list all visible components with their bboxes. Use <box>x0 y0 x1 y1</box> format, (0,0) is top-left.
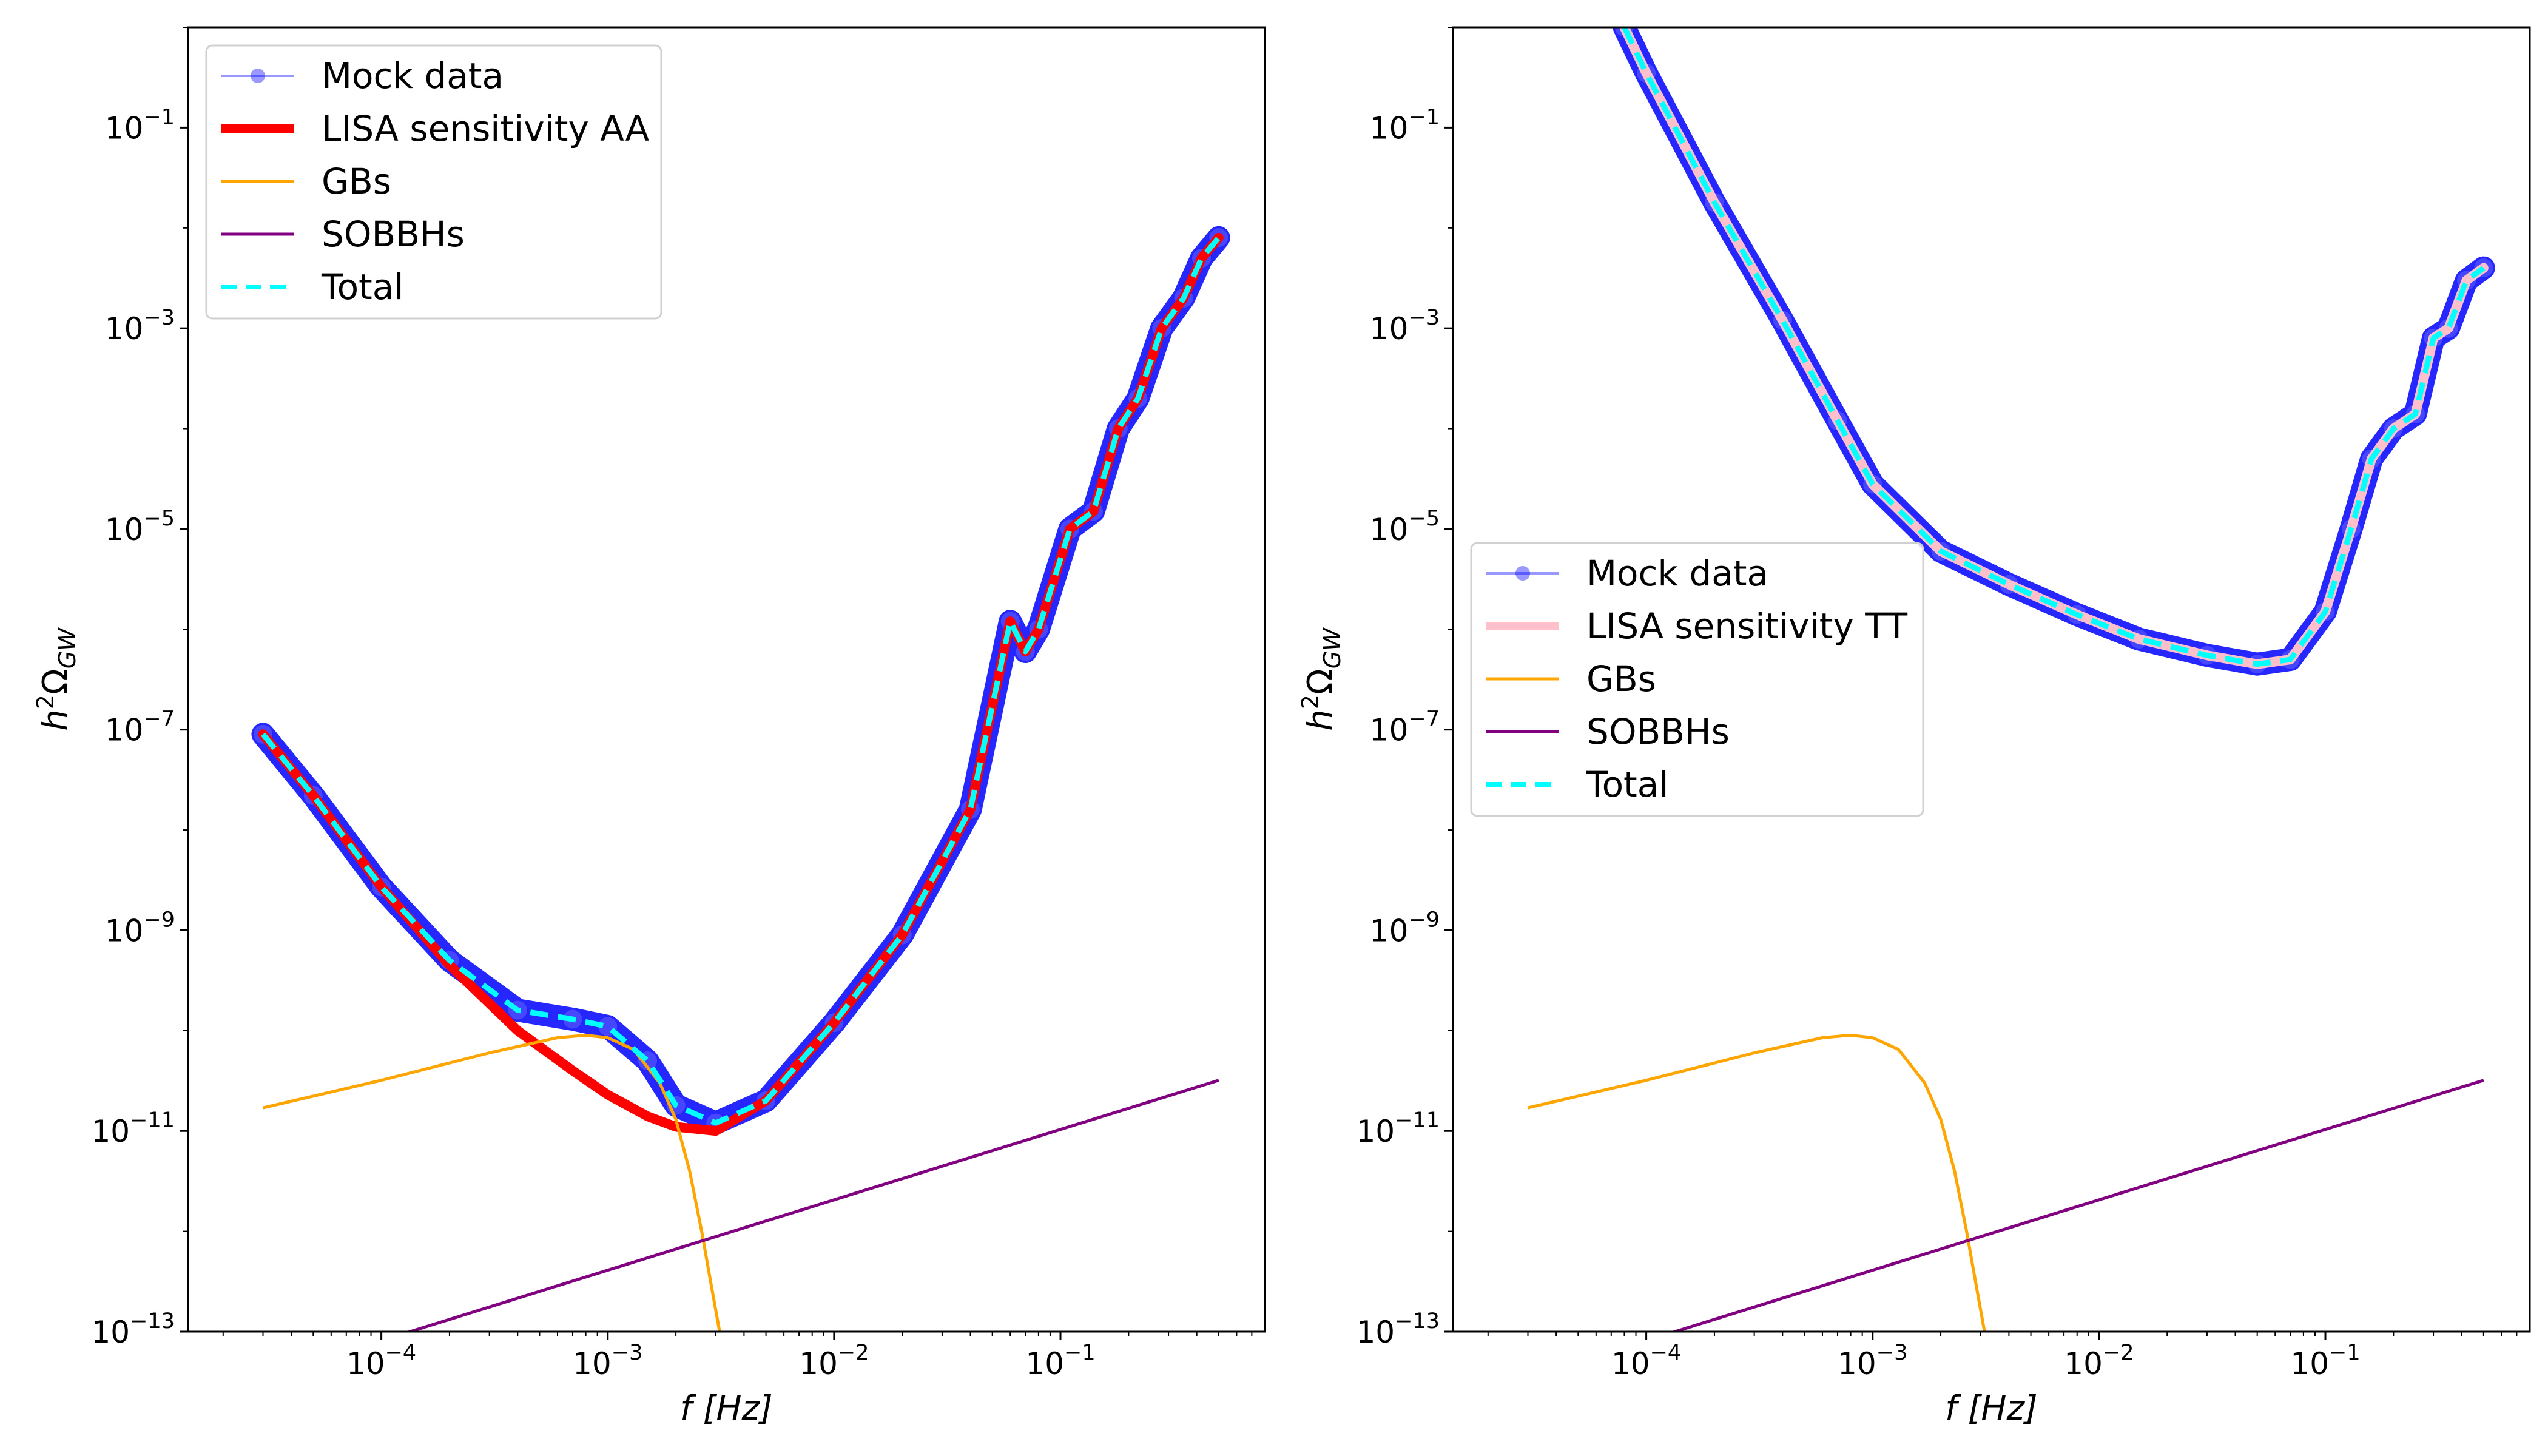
series-line-sobbh <box>1670 1079 2484 1332</box>
x-tick-label: 10−4 <box>1611 1341 1681 1381</box>
y-tick-label: 10−9 <box>105 908 175 948</box>
x-tick-label: 10−4 <box>346 1341 416 1381</box>
series-line-total <box>1622 27 2486 667</box>
legend-entry-total: Total <box>221 266 403 308</box>
legend-label: GBs <box>322 161 391 202</box>
y-tick-label: 10−7 <box>1370 707 1440 748</box>
y-tick-label: 10−3 <box>1370 306 1440 346</box>
y-tick-label: 10−5 <box>1370 507 1440 547</box>
y-tick-label: 10−1 <box>1370 105 1440 146</box>
y-tick-label: 10−13 <box>1357 1309 1440 1350</box>
legend-entry-sobbh: SOBBHs <box>221 214 465 255</box>
legend-entry-gbs: GBs <box>1486 658 1656 699</box>
y-tick-label: 10−3 <box>105 306 175 346</box>
legend-box <box>1470 542 1924 817</box>
legend-entry-sobbh: SOBBHs <box>1486 711 1730 752</box>
legend-entry-sensitivity: LISA sensitivity TT <box>1486 605 1908 647</box>
x-tick-label: 10−1 <box>2290 1341 2360 1381</box>
legend-entry-total: Total <box>1486 764 1668 805</box>
x-tick-label: 10−3 <box>1838 1341 1907 1381</box>
y-axis-label: h2ΩGW <box>32 627 81 731</box>
legend-label: Total <box>1586 764 1668 805</box>
x-axis-label: f [Hz] <box>680 1389 773 1428</box>
y-tick-label: 10−9 <box>1370 908 1440 948</box>
legend-label: LISA sensitivity TT <box>1586 605 1908 647</box>
legend-label: Mock data <box>1586 553 1768 594</box>
legend-box <box>205 44 662 320</box>
x-axis-label: f [Hz] <box>1945 1389 2038 1428</box>
legend-entry-mock: Mock data <box>221 55 504 96</box>
legend-marker <box>1515 566 1530 581</box>
legend-label: LISA sensitivity AA <box>322 108 650 149</box>
series-line-sobbh <box>405 1079 1219 1332</box>
legend-label: GBs <box>1586 658 1656 699</box>
legend-marker <box>251 69 265 83</box>
y-tick-label: 10−11 <box>1357 1108 1440 1149</box>
plot-area <box>251 226 1230 1332</box>
legend: Mock data LISA sensitivity TT GBs SOBBHs Tot… <box>1470 542 1924 817</box>
x-tick-label: 10−3 <box>573 1341 642 1381</box>
y-tick-label: 10−7 <box>105 707 175 748</box>
legend-entry-gbs: GBs <box>221 161 391 202</box>
x-tick-label: 10−2 <box>799 1341 869 1381</box>
axes-frame <box>187 26 1266 1333</box>
legend-label: SOBBHs <box>322 214 465 255</box>
legend-label: SOBBHs <box>1586 711 1730 752</box>
axes-frame <box>1452 26 2531 1333</box>
series-line-total <box>261 235 1221 1126</box>
series-line-gbs <box>1527 1033 1986 1332</box>
plot-area <box>1527 27 2495 1332</box>
left-panel: 10−13 10−11 10−9 10−7 10−5 10−3 10−1 10−4 10−3 10… <box>32 26 1266 1428</box>
legend-entry-mock: Mock data <box>1486 553 1768 594</box>
legend-label: Mock data <box>322 55 504 96</box>
y-tick-label: 10−13 <box>92 1309 175 1350</box>
x-tick-label: 10−2 <box>2064 1341 2134 1381</box>
legend-label: Total <box>321 266 403 308</box>
y-axis-label: h2ΩGW <box>1297 627 1346 731</box>
right-panel: 10−13 10−11 10−9 10−7 10−5 10−3 10−1 10−4 10−3 10… <box>1297 26 2531 1428</box>
legend-entry-sensitivity: LISA sensitivity AA <box>221 108 650 149</box>
y-tick-label: 10−1 <box>105 105 175 146</box>
y-tick-label: 10−5 <box>105 507 175 547</box>
x-tick-label: 10−1 <box>1025 1341 1095 1381</box>
legend: Mock data LISA sensitivity AA GBs SOBBHs Tot… <box>205 44 662 320</box>
y-tick-label: 10−11 <box>92 1108 175 1149</box>
